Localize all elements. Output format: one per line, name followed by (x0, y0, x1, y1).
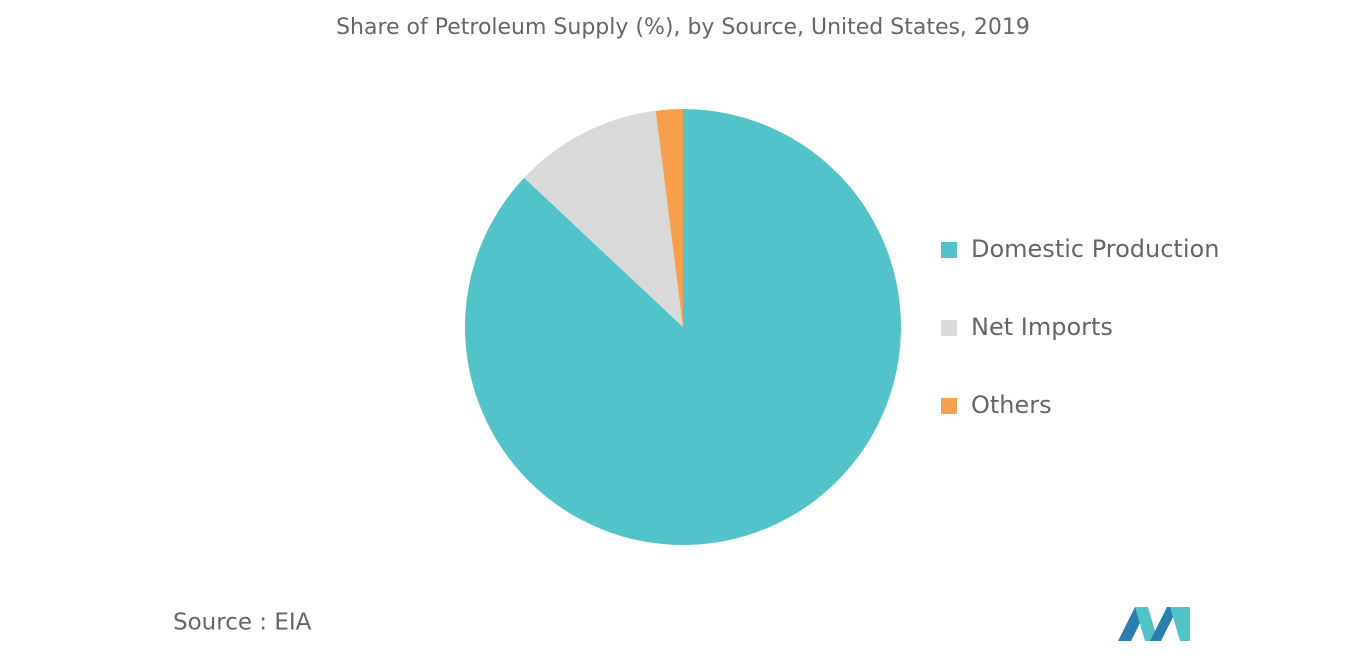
source: Source : EIA (173, 610, 312, 636)
legend-label: Domestic Production (971, 235, 1219, 263)
legend-swatch (941, 242, 957, 258)
legend-label: Others (971, 391, 1052, 419)
pie-slice (464, 109, 901, 546)
pie-slice (524, 110, 683, 327)
legend-swatch (941, 320, 957, 336)
logo (1118, 607, 1190, 641)
legend-label: Net Imports (971, 313, 1113, 341)
pie-slice (655, 109, 683, 327)
legend-swatch (941, 398, 957, 414)
chart-title: Share of Petroleum Supply (%), by Source… (336, 15, 1030, 40)
